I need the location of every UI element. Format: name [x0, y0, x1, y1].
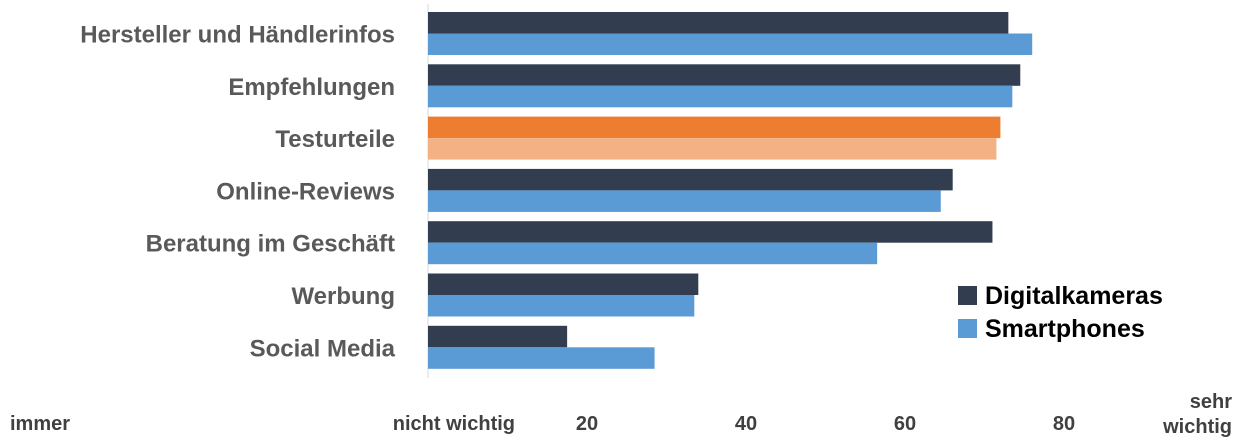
x-tick-label-60: 60 — [894, 413, 916, 435]
x-tick-label-sehr-wichtig: sehr wichtig — [1162, 391, 1232, 438]
x-axis-extra-label: immer — [10, 413, 70, 435]
x-tick-labels: nicht wichtig 20 40 60 80 sehr wichtig immer — [10, 391, 1232, 438]
legend-label-digitalkameras: Digitalkameras — [985, 282, 1163, 310]
bar-smartphones-testurteile — [428, 138, 997, 160]
category-label: Testurteile — [275, 126, 395, 153]
category-label: Empfehlungen — [228, 74, 395, 101]
bar-smartphones-werbung — [428, 295, 695, 317]
category-label: Online-Reviews — [216, 178, 395, 205]
bar-smartphones-hersteller-und-handlerinfos — [428, 33, 1033, 55]
category-label: Beratung im Geschäft — [146, 231, 395, 258]
bar-digitalkameras-empfehlungen — [428, 64, 1021, 86]
legend-swatch-smartphones — [958, 319, 977, 338]
x-tick-label-80: 80 — [1053, 413, 1075, 435]
legend: Digitalkameras Smartphones — [958, 282, 1163, 343]
legend-label-smartphones: Smartphones — [985, 315, 1145, 343]
category-labels: Hersteller und Händlerinfos Empfehlungen T… — [80, 22, 395, 363]
bar-smartphones-beratung-im-geschaft — [428, 242, 878, 265]
bar-smartphones-online-reviews — [428, 190, 941, 212]
bar-smartphones-social-media — [428, 347, 655, 369]
category-label: Werbung — [291, 283, 395, 310]
bar-digitalkameras-testurteile — [428, 116, 1001, 139]
x-tick-label-nicht-wichtig: nicht wichtig — [393, 413, 515, 435]
category-label: Hersteller und Händlerinfos — [80, 22, 395, 49]
bar-digitalkameras-online-reviews — [428, 168, 953, 191]
bar-digitalkameras-hersteller-und-handlerinfos — [428, 12, 1009, 34]
category-label: Social Media — [250, 335, 396, 362]
bar-smartphones-empfehlungen — [428, 85, 1013, 108]
bar-digitalkameras-social-media — [428, 325, 568, 348]
legend-swatch-digitalkameras — [958, 286, 977, 305]
bar-digitalkameras-beratung-im-geschaft — [428, 221, 993, 243]
bar-digitalkameras-werbung — [428, 273, 699, 295]
bars-group — [428, 12, 1033, 369]
x-tick-label-40: 40 — [735, 413, 757, 435]
x-tick-label-20: 20 — [576, 413, 598, 435]
